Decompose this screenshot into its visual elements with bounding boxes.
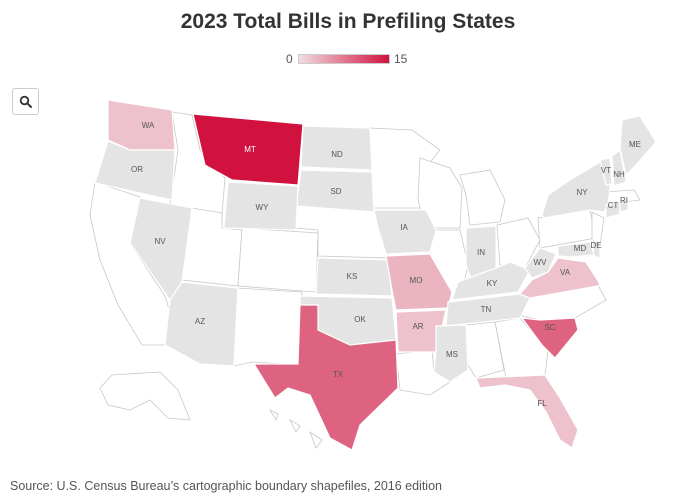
label-ND: ND (331, 150, 343, 159)
us-map: WA OR MT ND SD WY NV AZ KS OK TX IA MO A… (89, 99, 657, 451)
label-SC: SC (544, 323, 555, 332)
label-TX: TX (333, 370, 344, 379)
state-RI[interactable] (619, 198, 629, 213)
label-KS: KS (347, 272, 358, 281)
label-MO: MO (410, 276, 423, 285)
state-NH[interactable] (611, 148, 627, 187)
label-NV: NV (154, 237, 166, 246)
state-AZ[interactable] (164, 281, 239, 367)
state-TX[interactable] (252, 304, 399, 451)
state-ND[interactable] (300, 125, 373, 171)
state-CO[interactable] (237, 227, 319, 293)
state-KS[interactable] (315, 257, 393, 297)
label-ME: ME (629, 140, 641, 149)
state-TN[interactable] (445, 293, 531, 327)
state-IA[interactable] (373, 209, 437, 255)
label-WA: WA (142, 121, 155, 130)
state-ID[interactable] (169, 111, 226, 216)
label-FL: FL (537, 399, 547, 408)
state-NY[interactable] (541, 161, 613, 219)
label-AR: AR (412, 322, 423, 331)
state-OR[interactable] (94, 140, 176, 201)
legend-min-label: 0 (286, 52, 293, 66)
state-VT[interactable] (599, 157, 613, 186)
label-SD: SD (330, 187, 341, 196)
state-NM[interactable] (233, 287, 303, 367)
state-CT[interactable] (605, 201, 621, 219)
search-button[interactable] (12, 88, 39, 115)
label-IA: IA (400, 223, 408, 232)
map-title: 2023 Total Bills in Prefiling States (180, 10, 516, 33)
search-icon (19, 95, 32, 108)
label-MS: MS (446, 350, 458, 359)
legend-max-label: 15 (394, 52, 408, 66)
source-note: Source: U.S. Census Bureau’s cartographi… (10, 479, 442, 493)
label-TN: TN (481, 305, 492, 314)
label-DE: DE (590, 241, 601, 250)
legend-gradient-bar (298, 54, 390, 64)
state-MT[interactable] (192, 113, 304, 186)
label-IN: IN (477, 248, 485, 257)
state-WV[interactable] (524, 247, 557, 279)
label-OR: OR (131, 165, 143, 174)
state-WI[interactable] (417, 157, 463, 229)
label-VA: VA (560, 268, 571, 277)
state-ME[interactable] (619, 115, 657, 177)
state-DE[interactable] (591, 239, 601, 259)
label-NY: NY (576, 188, 588, 197)
label-VT: VT (601, 166, 611, 175)
state-MS[interactable] (433, 324, 469, 383)
label-WY: WY (256, 203, 270, 212)
state-HI[interactable] (268, 409, 323, 449)
state-OH[interactable] (496, 217, 541, 269)
state-SC[interactable] (520, 317, 579, 359)
label-RI: RI (620, 196, 628, 205)
label-NH: NH (613, 170, 625, 179)
label-KY: KY (487, 279, 498, 288)
state-MD[interactable] (557, 241, 595, 258)
label-WV: WV (534, 258, 548, 267)
state-AK[interactable] (99, 371, 191, 421)
state-MI[interactable] (459, 169, 506, 226)
label-OK: OK (354, 315, 366, 324)
state-WY[interactable] (223, 181, 299, 231)
label-AZ: AZ (195, 317, 205, 326)
label-CT: CT (608, 201, 619, 210)
label-MT: MT (244, 145, 256, 154)
state-VA[interactable] (518, 257, 601, 299)
label-MD: MD (574, 244, 587, 253)
state-FL[interactable] (475, 374, 579, 449)
